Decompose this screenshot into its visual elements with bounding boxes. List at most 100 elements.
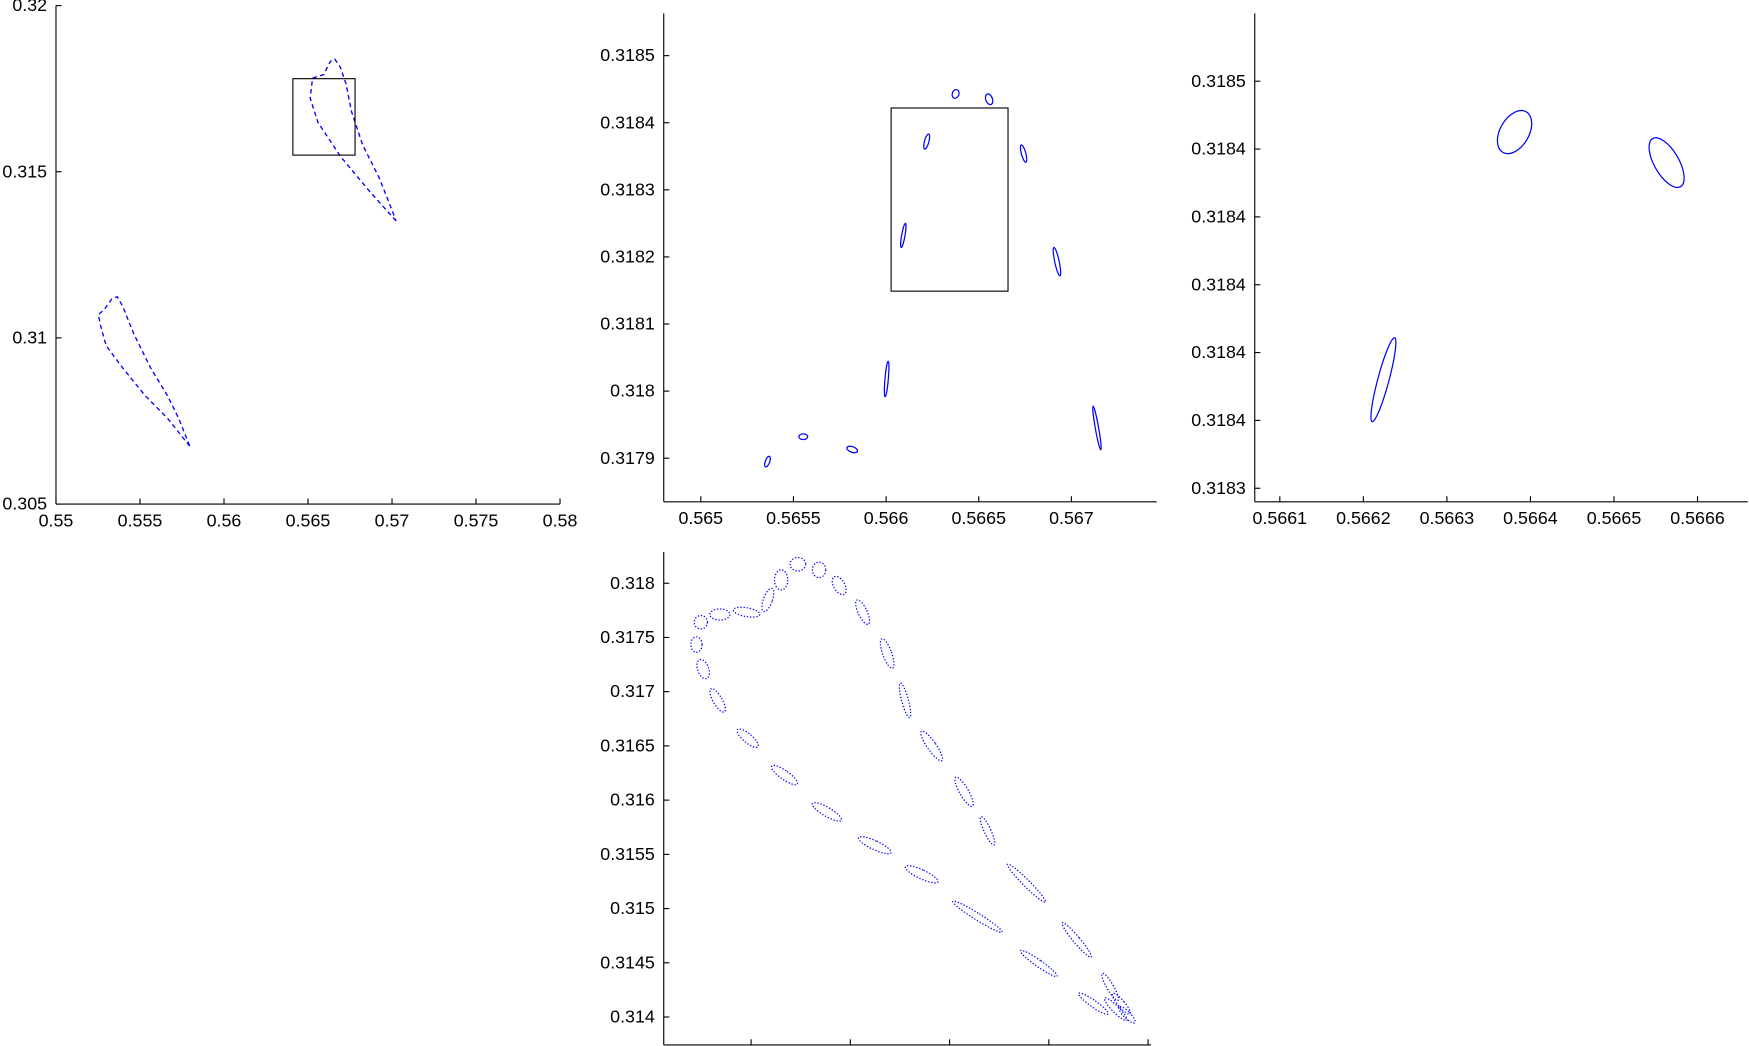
ellipse bbox=[984, 93, 994, 106]
y-tick-label: 0.3183 bbox=[1191, 478, 1246, 498]
y-tick-label: 0.3185 bbox=[1191, 71, 1246, 91]
y-tick-label: 0.3179 bbox=[600, 448, 655, 468]
y-tick-label: 0.3184 bbox=[1191, 139, 1246, 159]
y-tick-label: 0.315 bbox=[610, 898, 655, 918]
ellipse bbox=[693, 614, 709, 630]
y-tick-label: 0.31 bbox=[12, 327, 47, 347]
ellipse bbox=[1101, 972, 1120, 1002]
y-tick-label: 0.3184 bbox=[1191, 206, 1246, 226]
panel: 0.314 0.3145 0.315 0.3155 0.316 0.3165 0.317 0.… bbox=[600, 551, 1152, 1046]
y-tick-label: 0.314 bbox=[610, 1007, 655, 1027]
ellipse bbox=[696, 658, 711, 680]
x-tick-label: 0.57 bbox=[375, 510, 410, 530]
y-tick-label: 0.3183 bbox=[600, 179, 655, 199]
x-tick-label: 0.5662 bbox=[1336, 508, 1391, 528]
ellipse bbox=[789, 556, 807, 572]
ellipse bbox=[857, 836, 892, 855]
x-tick-label: 0.5666 bbox=[1670, 508, 1725, 528]
ellipse bbox=[1019, 144, 1028, 163]
ellipse bbox=[951, 88, 960, 99]
ellipse bbox=[1061, 922, 1092, 958]
ellipse bbox=[1092, 405, 1102, 451]
y-tick-label: 0.3185 bbox=[600, 45, 655, 65]
y-tick-label: 0.3184 bbox=[1191, 342, 1246, 362]
x-tick-label: 0.565 bbox=[286, 510, 331, 530]
x-tick-label: 0.5655 bbox=[766, 508, 821, 528]
panel: 0.5661 0.5662 0.5663 0.5664 0.5665 0.5666 0.31… bbox=[1191, 13, 1748, 528]
panel: 0.565 0.5655 0.566 0.5665 0.567 0.3179 0.318 0.… bbox=[600, 13, 1157, 528]
x-tick-label: 0.56 bbox=[207, 510, 242, 530]
x-tick-label: 0.565 bbox=[678, 508, 723, 528]
x-tick-label: 0.567 bbox=[1049, 508, 1094, 528]
y-tick-label: 0.316 bbox=[610, 790, 655, 810]
y-tick-label: 0.318 bbox=[610, 573, 655, 593]
ellipse bbox=[709, 687, 726, 713]
ellipse bbox=[1019, 949, 1058, 978]
ellipse bbox=[920, 730, 944, 762]
y-tick-label: 0.3182 bbox=[600, 247, 655, 267]
y-tick-label: 0.305 bbox=[2, 494, 47, 514]
ellipse bbox=[1118, 1005, 1136, 1024]
y-tick-label: 0.32 bbox=[12, 0, 47, 15]
x-tick-label: 0.5661 bbox=[1253, 508, 1308, 528]
ellipse bbox=[954, 776, 974, 808]
ellipse bbox=[952, 900, 1003, 933]
ellipse bbox=[770, 764, 799, 786]
x-tick-label: 0.5664 bbox=[1503, 508, 1558, 528]
ellipse bbox=[811, 802, 843, 822]
x-tick-label: 0.5663 bbox=[1420, 508, 1475, 528]
x-tick-label: 0.55 bbox=[39, 510, 74, 530]
ellipse bbox=[846, 445, 859, 454]
x-tick-label: 0.5665 bbox=[1587, 508, 1642, 528]
y-tick-label: 0.3175 bbox=[600, 627, 655, 647]
ellipse bbox=[811, 561, 827, 579]
ellipse bbox=[1006, 863, 1047, 903]
x-tick-label: 0.58 bbox=[543, 510, 578, 530]
x-tick-label: 0.5665 bbox=[951, 508, 1006, 528]
ellipse bbox=[690, 636, 703, 654]
y-tick-label: 0.3165 bbox=[600, 735, 655, 755]
ellipse bbox=[855, 599, 871, 626]
ellipse bbox=[1648, 137, 1685, 189]
y-tick-label: 0.3184 bbox=[600, 112, 655, 132]
ellipse bbox=[900, 222, 907, 249]
ellipse bbox=[736, 728, 759, 749]
ellipse bbox=[883, 360, 890, 398]
ellipse bbox=[1077, 992, 1109, 1015]
y-tick-label: 0.318 bbox=[610, 381, 655, 401]
y-tick-label: 0.317 bbox=[610, 681, 655, 701]
ellipse bbox=[764, 455, 771, 468]
ellipse bbox=[1103, 997, 1128, 1022]
zoom-box bbox=[890, 107, 1009, 292]
ellipse bbox=[1496, 109, 1533, 155]
ellipse bbox=[798, 433, 809, 441]
zoom-box bbox=[292, 78, 356, 156]
ellipse bbox=[709, 608, 731, 621]
ellipse bbox=[1052, 246, 1062, 277]
y-tick-label: 0.3155 bbox=[600, 844, 655, 864]
ellipse bbox=[1370, 337, 1397, 423]
ellipse bbox=[923, 133, 931, 150]
ellipse bbox=[898, 682, 912, 719]
ellipse bbox=[1111, 992, 1131, 1015]
x-tick-label: 0.566 bbox=[864, 508, 909, 528]
curve bbox=[309, 58, 397, 222]
ellipse bbox=[732, 606, 761, 618]
ellipse bbox=[879, 638, 895, 669]
ellipse bbox=[904, 865, 939, 884]
ellipse bbox=[831, 575, 847, 596]
x-tick-label: 0.575 bbox=[454, 510, 499, 530]
ellipse bbox=[979, 815, 996, 846]
ellipse bbox=[761, 587, 775, 613]
y-tick-label: 0.3145 bbox=[600, 952, 655, 972]
curve bbox=[97, 295, 191, 447]
y-tick-label: 0.3184 bbox=[1191, 274, 1246, 294]
panel: 0.55 0.555 0.56 0.565 0.57 0.575 0.58 0.305 0.31… bbox=[2, 0, 577, 530]
y-tick-label: 0.3184 bbox=[1191, 410, 1246, 430]
y-tick-label: 0.3181 bbox=[600, 314, 655, 334]
x-tick-label: 0.555 bbox=[118, 510, 163, 530]
ellipse bbox=[773, 569, 789, 591]
y-tick-label: 0.315 bbox=[2, 161, 47, 181]
